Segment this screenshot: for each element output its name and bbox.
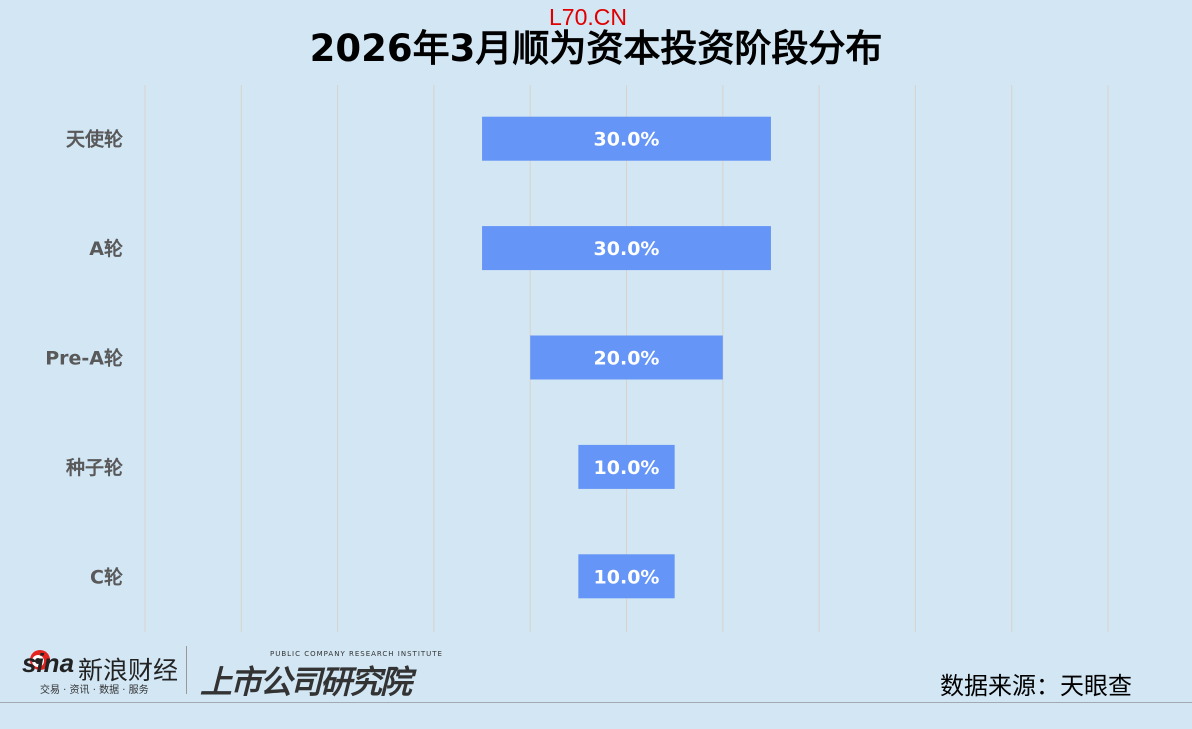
category-label: A轮	[89, 237, 123, 260]
data-label: 30.0%	[594, 238, 660, 260]
sina-logo: sina	[22, 648, 75, 678]
bar	[482, 116, 771, 161]
data-label: 10.0%	[594, 457, 660, 479]
category-label: C轮	[90, 565, 123, 588]
chart-title: 2026年3月顺为资本投资阶段分布	[309, 27, 883, 70]
category-label: Pre-A轮	[45, 347, 123, 370]
logo-divider	[186, 646, 187, 694]
bar	[578, 554, 675, 599]
sina-eye-logo-icon	[30, 650, 50, 670]
category-label: 天使轮	[66, 128, 123, 151]
sina-name: 新浪财经	[78, 656, 179, 685]
sina-tagline: 交易 · 资讯 · 数据 · 服务	[40, 685, 149, 696]
bar	[578, 444, 675, 489]
bar	[482, 226, 771, 271]
institute-logo: 上市公司研究院	[200, 663, 412, 701]
institute-en: PUBLIC COMPANY RESEARCH INSTITUTE	[270, 650, 443, 658]
bar	[530, 335, 723, 380]
data-label: 20.0%	[594, 348, 660, 370]
data-source: 数据来源：天眼查	[940, 672, 1132, 700]
data-label: 30.0%	[594, 129, 660, 151]
watermark: L70.CN	[549, 4, 627, 30]
data-label: 10.0%	[594, 566, 660, 588]
footer-divider	[0, 702, 1192, 703]
category-label: 种子轮	[65, 456, 123, 479]
chart: 天使轮 30.0% A轮 30.0% Pre-A轮 20.0% 种子轮 10.0% C轮 10.0…	[45, 85, 1109, 632]
